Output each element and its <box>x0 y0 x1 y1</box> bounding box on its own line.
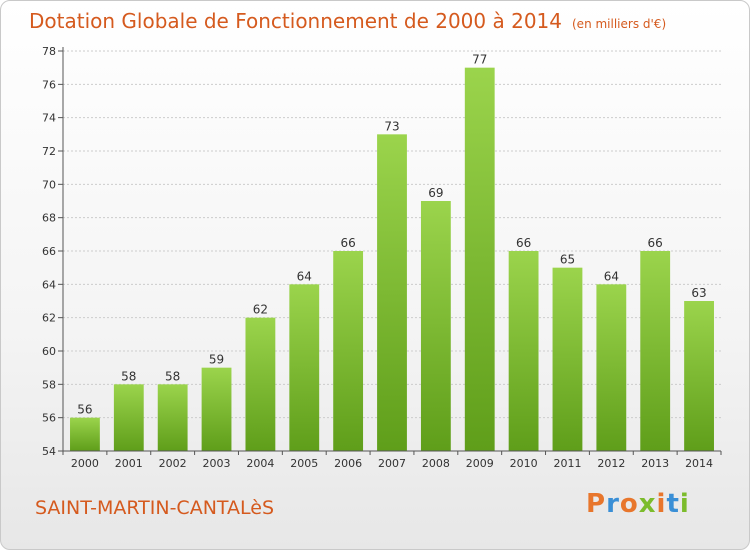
title-text: Dotation Globale de Fonctionnement de 20… <box>29 9 562 33</box>
bar-2010 <box>508 251 539 451</box>
proxiti-logo[interactable]: Proxiti <box>586 489 690 519</box>
y-tick-label: 78 <box>42 45 56 58</box>
value-label: 77 <box>472 53 487 67</box>
y-tick-label: 56 <box>42 412 56 425</box>
logo-letter: i <box>679 489 690 519</box>
bar-2013 <box>640 251 671 451</box>
x-tick-label: 2004 <box>246 457 274 470</box>
value-label: 73 <box>384 119 399 133</box>
axes: 54 56 58 60 62 64 66 68 70 72 74 76 78 2000 2001 2002 20… <box>42 45 722 470</box>
bar-2006 <box>333 251 364 451</box>
y-tick-label: 62 <box>42 312 56 325</box>
bar-2005 <box>289 284 320 451</box>
bar-2012 <box>596 284 627 451</box>
x-tick-label: 2003 <box>203 457 231 470</box>
x-tick-label: 2005 <box>290 457 318 470</box>
title-unit: (en milliers d'€) <box>572 17 667 31</box>
value-label: 64 <box>297 269 312 283</box>
bar-2008 <box>420 201 451 451</box>
y-tick-label: 76 <box>42 78 56 91</box>
x-tick-label: 2001 <box>115 457 143 470</box>
value-label: 58 <box>165 369 180 383</box>
value-label: 69 <box>428 186 443 200</box>
bar-2003 <box>201 367 232 451</box>
x-tick-label: 2000 <box>71 457 99 470</box>
chart-title: Dotation Globale de Fonctionnement de 20… <box>29 9 666 33</box>
bars: 56 58 58 59 62 64 66 73 69 77 66 65 64 66 63 <box>70 53 714 452</box>
bar-2009 <box>464 67 495 452</box>
y-tick-label: 72 <box>42 145 56 158</box>
x-tick-label: 2013 <box>641 457 669 470</box>
y-tick-label: 66 <box>42 245 56 258</box>
bar-2007 <box>377 134 407 452</box>
logo-letter: r <box>606 489 620 519</box>
bar-2002 <box>157 384 188 451</box>
bar-2011 <box>552 267 583 451</box>
x-tick-label: 2014 <box>685 457 713 470</box>
x-tick-label: 2010 <box>510 457 538 470</box>
value-label: 66 <box>648 236 663 250</box>
logo-letter: o <box>619 489 639 519</box>
bar-2014 <box>684 301 714 451</box>
value-label: 66 <box>516 236 531 250</box>
value-label: 58 <box>121 369 136 383</box>
value-label: 56 <box>77 403 92 417</box>
bar-2004 <box>245 317 276 451</box>
value-label: 62 <box>253 303 268 317</box>
logo-letter: i <box>656 489 667 519</box>
logo-letter: x <box>638 489 657 519</box>
y-tick-label: 58 <box>42 378 56 391</box>
bar-2001 <box>113 384 144 451</box>
value-label: 63 <box>691 286 706 300</box>
y-tick-label: 70 <box>42 178 56 191</box>
x-tick-label: 2011 <box>553 457 581 470</box>
y-tick-label: 68 <box>42 212 56 225</box>
y-tick-label: 54 <box>42 445 56 458</box>
logo-letter: t <box>666 489 680 519</box>
value-label: 59 <box>209 353 224 367</box>
x-tick-label: 2007 <box>378 457 406 470</box>
bar-2000 <box>70 417 100 451</box>
x-tick-label: 2008 <box>422 457 450 470</box>
value-label: 64 <box>604 269 619 283</box>
x-tick-label: 2012 <box>597 457 625 470</box>
value-label: 65 <box>560 253 575 267</box>
x-tick-label: 2002 <box>159 457 187 470</box>
value-label: 66 <box>340 236 355 250</box>
y-tick-label: 74 <box>42 112 56 125</box>
y-tick-label: 60 <box>42 345 56 358</box>
logo-letter: P <box>586 489 607 519</box>
y-tick-label: 64 <box>42 278 56 291</box>
x-tick-label: 2006 <box>334 457 362 470</box>
x-tick-label: 2009 <box>466 457 494 470</box>
commune-name: SAINT-MARTIN-CANTALèS <box>35 497 275 519</box>
